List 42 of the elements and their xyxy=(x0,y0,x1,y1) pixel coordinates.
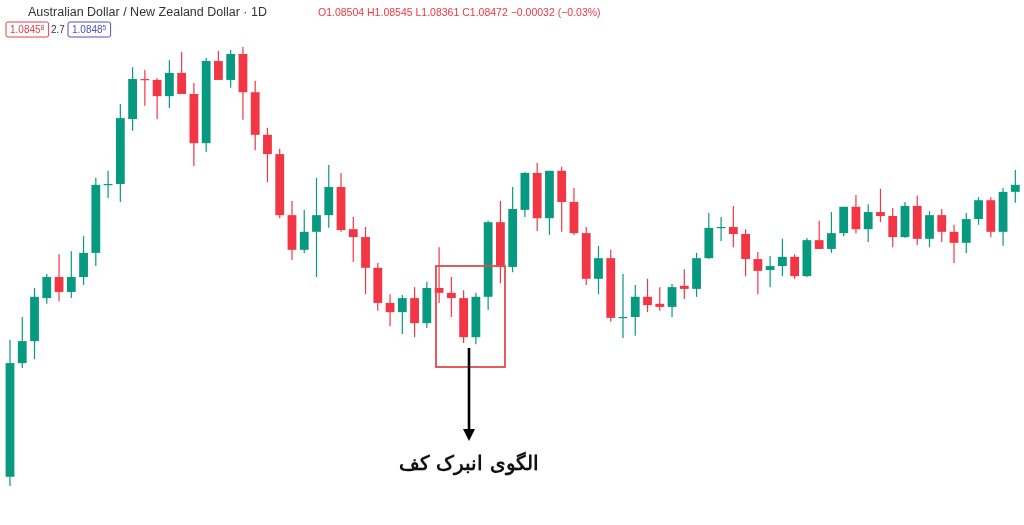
candlestick xyxy=(925,210,934,248)
candlestick xyxy=(299,209,309,254)
candlestick xyxy=(679,268,689,300)
candlestick xyxy=(177,51,187,95)
candlestick xyxy=(961,212,971,254)
text: 1.0845$^{8}$ xyxy=(10,23,45,35)
candlestick xyxy=(594,245,603,295)
candlestick xyxy=(214,50,223,81)
candlestick xyxy=(790,253,800,280)
candlestick xyxy=(777,238,787,277)
candlestick xyxy=(446,276,456,318)
candlestick xyxy=(397,294,407,335)
candlestick xyxy=(863,203,873,243)
candlestick xyxy=(876,188,885,223)
candlestick xyxy=(949,224,959,264)
annotation: الگوی انبرک کف xyxy=(398,451,540,476)
candlestick xyxy=(753,251,763,295)
candlestick xyxy=(152,77,162,120)
candlestick xyxy=(312,177,321,278)
text: 2.7 xyxy=(51,24,66,35)
candlestick xyxy=(54,253,64,302)
candlestick xyxy=(630,284,640,337)
candlestick xyxy=(348,216,358,263)
candlestick xyxy=(263,127,272,183)
candlestick xyxy=(17,316,27,369)
candlestick xyxy=(827,211,836,254)
candlestick xyxy=(42,273,52,305)
candlestick xyxy=(164,59,174,109)
candlestick xyxy=(1010,169,1020,204)
candlestick xyxy=(888,207,898,248)
candlestick xyxy=(765,255,775,288)
chart-title: Australian Dollar / New Zealand Dollar · 1D xyxy=(28,5,267,19)
candlestick xyxy=(814,220,824,250)
candlestick xyxy=(655,286,665,312)
candlestick xyxy=(667,283,677,318)
candlestick xyxy=(66,250,76,299)
candlestick xyxy=(643,278,652,313)
candlestick xyxy=(937,208,947,243)
candlestick xyxy=(974,196,983,226)
text: O1.08504 H1.08545 L1.08361 C1.08472 −0.00032 (−0.03%) xyxy=(318,6,601,18)
text: 1.0848$^{5}$ xyxy=(72,23,107,35)
candlestick xyxy=(728,205,738,248)
